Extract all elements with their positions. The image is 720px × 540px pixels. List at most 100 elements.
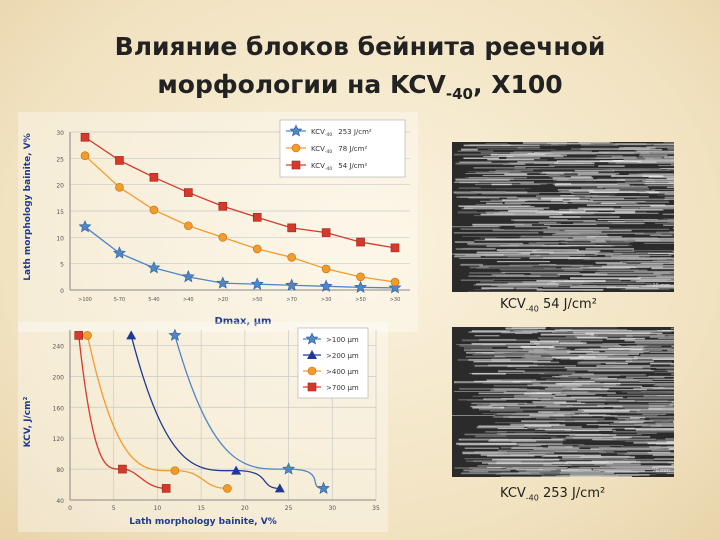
chart1-series-line [84, 136, 396, 249]
chart2-y-label: KCV, J/cm² [23, 397, 33, 448]
chart2-legend-marker [307, 382, 317, 392]
chart1-data-point [218, 233, 228, 242]
chart2-data-point [83, 331, 92, 340]
chart1-data-point [147, 261, 161, 274]
chart2-x-tick-label: 35 [372, 505, 380, 512]
chart1-series-line [84, 155, 396, 283]
chart2-x-tick-label: 0 [68, 505, 72, 512]
chart2-legend-marker [307, 366, 317, 376]
micrograph-54: 20 mm [452, 142, 674, 292]
chart2-x-tick-label: 25 [285, 505, 293, 512]
chart1-y-label: Lath morphology bainite, V% [23, 133, 33, 280]
chart1-data-point [149, 172, 159, 182]
chart1-x-tick-label: >100 [78, 297, 92, 303]
chart1-x-tick-label: >30 [390, 297, 401, 303]
chart1-data-point [287, 253, 296, 262]
chart1-data-point [115, 156, 124, 165]
chart1-data-point [252, 213, 262, 222]
chart2-y-tick-label: 120 [53, 436, 65, 443]
chart2-y-tick-label: 40 [56, 498, 64, 505]
chart2-x-tick-label: 10 [154, 505, 162, 512]
chart1-x-tick-label: >20 [217, 297, 228, 303]
chart2-data-point [223, 484, 232, 493]
chart1-legend-entry: KCV-40 78 J/cm² [311, 145, 367, 155]
chart2-data-point [74, 331, 84, 340]
chart2-data-point [282, 462, 296, 475]
chart2-data-point [317, 481, 330, 494]
chart-kcv-vs-bainite: 40 80 120 160 200 240 0 5 10 15 20 25 30 35 >100 µm >2… [18, 322, 388, 532]
chart1-y-tick-label: 10 [56, 235, 64, 242]
chart1-x-tick-label: >50 [252, 297, 263, 303]
chart2-legend-entry: >100 µm [326, 336, 359, 344]
chart2-legend-entry: >700 µm [326, 384, 359, 392]
chart1-data-point [184, 221, 193, 231]
chart1-data-point [216, 276, 230, 289]
chart1-x-tick-label: 5-70 [114, 297, 125, 303]
chart1-legend-marker [291, 143, 301, 153]
chart1-data-point [319, 279, 333, 292]
chart1-x-tick-label: >30 [321, 297, 332, 303]
chart1-y-tick-label: 0 [60, 288, 64, 295]
chart2-series-curve [86, 335, 228, 490]
chart2-legend-marker [307, 350, 317, 359]
chart1-data-point [115, 183, 124, 192]
chart2-y-tick-label: 240 [53, 343, 65, 350]
chart1-x-tick-label: >40 [183, 297, 194, 303]
chart1-data-point [218, 201, 228, 211]
chart2-data-point [126, 330, 137, 340]
chart1-legend-entry: KCV-40 253 J/cm² [311, 128, 372, 138]
micrograph-253: 20 mm [452, 327, 674, 477]
chart1-x-tick-label: >50 [355, 297, 366, 303]
chart2-series-curve [130, 335, 280, 490]
chart1-data-point [388, 281, 402, 294]
chart1-legend-entry: KCV-40 54 J/cm² [311, 162, 367, 172]
chart2-x-label: Lath morphology bainite, V% [129, 517, 276, 527]
chart2-y-tick-label: 200 [53, 374, 65, 381]
chart1-data-point [354, 280, 368, 293]
micrograph-caption-54: KCV-40 54 J/cm² [500, 297, 597, 314]
micrograph-caption-253: KCV-40 253 J/cm² [500, 486, 606, 503]
chart1-data-point [321, 228, 331, 237]
chart1-y-tick-label: 20 [56, 183, 64, 190]
chart1-data-point [390, 243, 400, 253]
chart2-x-tick-label: 5 [112, 505, 116, 512]
chart1-data-point [252, 244, 262, 254]
chart2-legend-entry: >200 µm [326, 352, 359, 360]
chart1-data-point [80, 132, 90, 142]
chart2-data-point [118, 464, 127, 474]
slide-title: Влияние блоков бейнита реечной морфологи… [80, 28, 640, 113]
chart1-legend-marker [289, 124, 303, 137]
chart2-data-point [231, 465, 242, 475]
chart2-legend-entry: >400 µm [326, 368, 359, 376]
chart1-data-point [78, 220, 92, 233]
chart1-data-point [149, 205, 159, 215]
chart1-data-point [285, 278, 299, 291]
chart2-data-point [168, 328, 182, 341]
chart1-data-point [80, 151, 90, 161]
chart1-x-label: Dmax, µm [215, 316, 272, 327]
chart1-data-point [250, 277, 264, 290]
chart1-y-tick-label: 25 [56, 156, 64, 163]
chart1-data-point [112, 246, 126, 259]
chart2-x-tick-label: 20 [241, 505, 249, 512]
chart1-series-line [84, 226, 396, 289]
chart1-x-tick-label: >70 [286, 297, 297, 303]
title-line-1: Влияние блоков бейнита реечной [114, 32, 606, 61]
chart2-series-curve [78, 335, 167, 490]
chart1-data-point [356, 272, 365, 282]
chart2-data-point [274, 483, 285, 493]
chart1-data-point [181, 270, 195, 283]
chart1-y-tick-label: 30 [56, 130, 64, 137]
chart1-data-point [287, 223, 296, 233]
chart2-x-tick-label: 30 [328, 505, 336, 512]
chart2-y-tick-label: 160 [53, 405, 65, 412]
chart2-series-curve [174, 335, 324, 490]
chart2-x-tick-label: 15 [197, 505, 205, 512]
chart2-data-point [161, 484, 171, 493]
chart1-legend-marker [291, 160, 301, 170]
chart1-data-point [356, 237, 365, 247]
chart2-legend-marker [305, 332, 319, 345]
chart2-y-tick-label: 80 [56, 467, 64, 474]
chart1-data-point [321, 264, 331, 274]
chart1-y-tick-label: 5 [60, 262, 64, 269]
